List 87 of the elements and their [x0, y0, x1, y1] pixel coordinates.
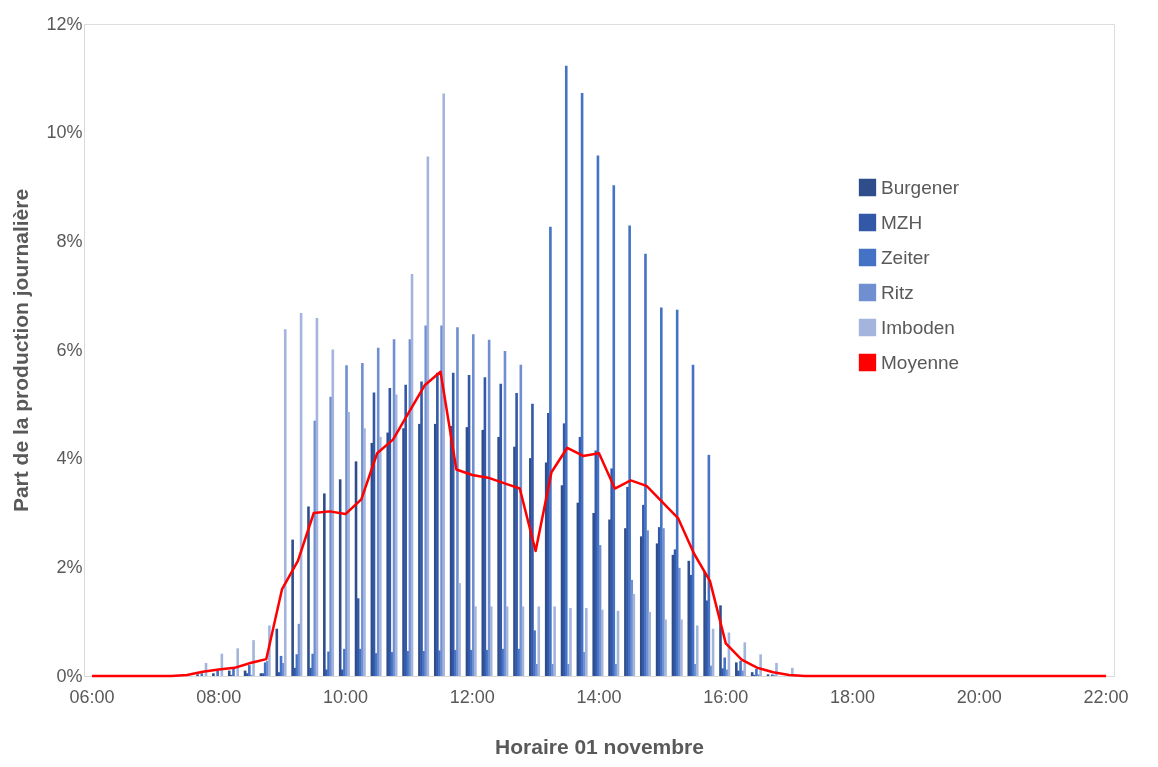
- y-tick-label: 10%: [46, 122, 83, 143]
- bar: [592, 513, 596, 676]
- legend-label: Ritz: [881, 281, 914, 303]
- bar: [531, 403, 534, 676]
- x-tick-label: 06:00: [69, 686, 115, 707]
- bar: [283, 329, 287, 676]
- bar: [755, 668, 758, 676]
- bar: [252, 640, 255, 676]
- legend-label: Burgener: [881, 176, 960, 198]
- bar: [212, 673, 215, 676]
- legend-label: Moyenne: [881, 351, 960, 373]
- bar: [569, 608, 572, 676]
- x-tick-label: 10:00: [322, 686, 368, 707]
- bar: [236, 648, 240, 676]
- bar: [735, 662, 738, 676]
- bar: [442, 93, 446, 676]
- bar: [664, 619, 667, 676]
- bar: [660, 307, 663, 676]
- bar: [248, 665, 251, 676]
- bar: [363, 428, 366, 676]
- bar: [293, 667, 297, 676]
- bar: [705, 600, 709, 676]
- bar: [695, 625, 699, 676]
- bar: [489, 606, 493, 676]
- bar: [307, 506, 310, 676]
- bar: [628, 225, 631, 676]
- bar: [743, 642, 747, 676]
- bar: [549, 226, 552, 676]
- bar: [687, 560, 691, 676]
- x-tick-label: 12:00: [449, 686, 495, 707]
- bar: [648, 611, 652, 676]
- bar: [216, 670, 219, 676]
- bar: [347, 411, 350, 676]
- bar: [644, 253, 647, 676]
- bar: [227, 670, 231, 676]
- bar: [424, 325, 428, 676]
- bar: [291, 539, 294, 676]
- bar: [379, 436, 382, 676]
- y-tick-label: 0%: [56, 665, 83, 686]
- bar: [499, 383, 503, 676]
- bar: [386, 432, 390, 676]
- bar: [200, 673, 204, 676]
- y-axis-title: Part de la production journalière: [9, 188, 33, 513]
- bar: [680, 619, 683, 676]
- bar: [553, 606, 556, 676]
- bar: [533, 630, 536, 676]
- y-tick-label: 8%: [56, 230, 83, 251]
- bar: [451, 372, 455, 676]
- x-axis-title: Horaire 01 novembre: [495, 734, 704, 758]
- bar: [585, 608, 588, 676]
- bar: [517, 648, 521, 676]
- bar: [406, 651, 410, 676]
- bar: [739, 660, 742, 676]
- legend-label: Imboden: [881, 316, 955, 338]
- bar: [458, 583, 461, 676]
- bar: [612, 185, 616, 676]
- x-tick-label: 20:00: [956, 686, 1002, 707]
- bar: [275, 628, 279, 676]
- bar: [331, 349, 335, 676]
- x-tick-label: 16:00: [703, 686, 749, 707]
- bar: [404, 384, 407, 676]
- x-tick-label: 18:00: [830, 686, 876, 707]
- bar: [471, 334, 475, 676]
- y-tick-label: 2%: [56, 556, 83, 577]
- bar: [630, 579, 634, 676]
- bar: [646, 530, 649, 676]
- bar: [456, 327, 459, 676]
- y-tick-label: 6%: [56, 339, 83, 360]
- y-tick-label: 12%: [46, 13, 83, 34]
- x-tick-label: 22:00: [1083, 686, 1129, 707]
- y-tick-label: 4%: [56, 448, 83, 469]
- bar: [311, 653, 315, 676]
- bar: [420, 381, 423, 676]
- bar: [515, 392, 518, 676]
- bar: [323, 493, 326, 676]
- bar: [481, 429, 485, 676]
- legend-label: MZH: [881, 211, 923, 233]
- x-tick-label: 08:00: [196, 686, 242, 707]
- bar: [436, 372, 439, 676]
- legend-label: Zeiter: [881, 246, 931, 268]
- x-tick-label: 14:00: [576, 686, 622, 707]
- bar: [564, 65, 568, 676]
- bar: [723, 657, 727, 676]
- bar: [474, 606, 477, 676]
- bar: [677, 567, 681, 676]
- bar: [537, 606, 541, 676]
- bar: [662, 528, 665, 676]
